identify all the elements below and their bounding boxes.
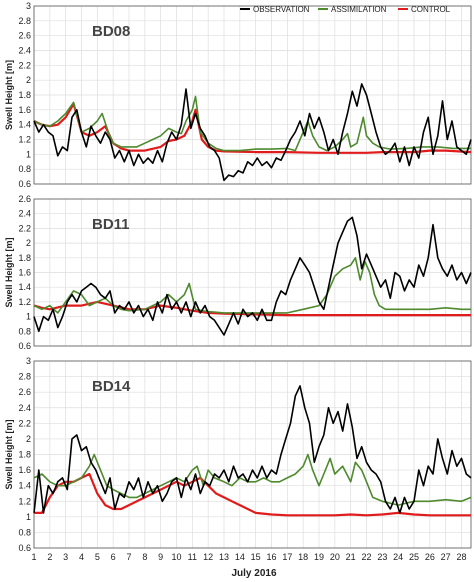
x-tick-label: 15 bbox=[251, 552, 261, 562]
y-tick-label: 2.6 bbox=[18, 387, 31, 397]
x-tick-label: 9 bbox=[158, 552, 163, 562]
legend-label-control: CONTROL bbox=[411, 5, 451, 14]
y-tick-label: 0.6 bbox=[18, 341, 31, 351]
series-line-assimilation bbox=[33, 95, 471, 152]
y-tick-label: 0.6 bbox=[18, 543, 31, 553]
y-axis-label: Swell Height [m] bbox=[4, 419, 14, 489]
x-tick-label: 1 bbox=[31, 552, 36, 562]
series-line-control bbox=[33, 300, 471, 317]
x-axis-label: July 2016 bbox=[231, 568, 276, 579]
x-tick-label: 13 bbox=[219, 552, 229, 562]
legend-label-observation: OBSERVATION bbox=[253, 5, 310, 14]
x-tick-label: 4 bbox=[79, 552, 84, 562]
x-tick-label: 17 bbox=[282, 552, 292, 562]
panel-title: BD14 bbox=[92, 378, 131, 395]
y-tick-label: 1 bbox=[26, 149, 31, 159]
y-tick-label: 1.2 bbox=[18, 496, 31, 506]
x-tick-label: 5 bbox=[95, 552, 100, 562]
x-tick-label: 8 bbox=[142, 552, 147, 562]
x-tick-label: 26 bbox=[425, 552, 435, 562]
y-tick-label: 2.8 bbox=[18, 372, 31, 382]
x-tick-label: 10 bbox=[171, 552, 181, 562]
x-tick-label: 12 bbox=[203, 552, 213, 562]
chart-panels: 0.6 0.8 1 1.2 1.4 1.6 1.8 2 2.2 2.4 2.6 2.8 3 BD08 Swe… bbox=[4, 1, 472, 553]
x-tick-label: 2 bbox=[47, 552, 52, 562]
y-tick-label: 1.4 bbox=[18, 481, 31, 491]
x-tick-label: 19 bbox=[314, 552, 324, 562]
y-tick-label: 1.8 bbox=[18, 253, 31, 263]
y-tick-label: 2 bbox=[26, 238, 31, 248]
x-tick-label: 28 bbox=[456, 552, 466, 562]
x-tick-label: 27 bbox=[441, 552, 451, 562]
y-tick-label: 0.6 bbox=[18, 179, 31, 189]
y-tick-label: 1.8 bbox=[18, 90, 31, 100]
y-tick-label: 3 bbox=[26, 1, 31, 11]
series-line-assimilation bbox=[33, 453, 472, 506]
x-axis: 1 2 3 4 5 6 7 8 9 10 11 12 13 14 15 16 17 18 19 20 21 22 23 24 2… bbox=[31, 552, 466, 562]
y-tick-label: 2.8 bbox=[18, 16, 31, 26]
y-tick-label: 1.4 bbox=[18, 120, 31, 130]
y-tick-label: 2.4 bbox=[18, 46, 31, 56]
panel-bd08: 0.6 0.8 1 1.2 1.4 1.6 1.8 2 2.2 2.4 2.6 2.8 3 BD08 Swe… bbox=[4, 1, 472, 189]
x-tick-label: 20 bbox=[330, 552, 340, 562]
x-tick-label: 16 bbox=[266, 552, 276, 562]
y-tick-label: 1.2 bbox=[18, 135, 31, 145]
y-axis-label: Swell Height [m] bbox=[4, 237, 14, 307]
panel-bd11: 0.6 0.8 1 1.2 1.4 1.6 1.8 2 2.2 2.4 2.6 BD11 Swell H… bbox=[4, 194, 472, 351]
x-tick-label: 21 bbox=[346, 552, 356, 562]
y-tick-label: 1.2 bbox=[18, 297, 31, 307]
y-tick-label: 2.2 bbox=[18, 418, 31, 428]
series-line-observation bbox=[33, 83, 472, 182]
x-tick-label: 24 bbox=[393, 552, 403, 562]
y-tick-label: 1.6 bbox=[18, 465, 31, 475]
y-tick-label: 2.4 bbox=[18, 209, 31, 219]
y-tick-label: 1.8 bbox=[18, 450, 31, 460]
series-line-observation bbox=[33, 216, 472, 336]
plot-frame bbox=[33, 5, 472, 185]
y-tick-label: 2.6 bbox=[18, 194, 31, 204]
series-line-assimilation bbox=[33, 256, 471, 314]
y-tick-label: 1.6 bbox=[18, 105, 31, 115]
x-tick-label: 7 bbox=[126, 552, 131, 562]
y-tick-label: 1 bbox=[26, 512, 31, 522]
y-tick-label: 0.8 bbox=[18, 326, 31, 336]
legend: OBSERVATION ASSIMILATION CONTROL bbox=[240, 5, 451, 14]
x-tick-label: 22 bbox=[361, 552, 371, 562]
legend-label-assimilation: ASSIMILATION bbox=[331, 5, 387, 14]
x-tick-label: 14 bbox=[235, 552, 245, 562]
y-tick-label: 2.2 bbox=[18, 60, 31, 70]
x-tick-label: 23 bbox=[377, 552, 387, 562]
y-tick-label: 2.4 bbox=[18, 403, 31, 413]
y-tick-label: 3 bbox=[26, 356, 31, 366]
y-tick-label: 1.4 bbox=[18, 282, 31, 292]
series-line-observation bbox=[33, 385, 472, 514]
series-line-control bbox=[33, 102, 472, 154]
y-tick-label: 1 bbox=[26, 312, 31, 322]
x-tick-label: 25 bbox=[409, 552, 419, 562]
x-tick-label: 3 bbox=[63, 552, 68, 562]
x-tick-label: 11 bbox=[188, 552, 197, 562]
panel-bd14: 0.6 0.8 1 1.2 1.4 1.6 1.8 2 2.2 2.4 2.6 2.8 3 BD14 Swe… bbox=[4, 356, 472, 553]
y-tick-label: 2 bbox=[26, 75, 31, 85]
panel-title: BD08 bbox=[92, 23, 130, 40]
y-tick-label: 2.2 bbox=[18, 223, 31, 233]
panel-title: BD11 bbox=[92, 216, 130, 233]
y-tick-label: 0.8 bbox=[18, 527, 31, 537]
y-tick-label: 1.6 bbox=[18, 268, 31, 278]
y-tick-label: 0.8 bbox=[18, 164, 31, 174]
y-tick-label: 2.6 bbox=[18, 31, 31, 41]
y-tick-label: 2 bbox=[26, 434, 31, 444]
plot-frame bbox=[33, 360, 472, 549]
y-axis-label: Swell Height [m] bbox=[4, 60, 14, 130]
x-tick-label: 6 bbox=[111, 552, 116, 562]
x-tick-label: 18 bbox=[298, 552, 308, 562]
